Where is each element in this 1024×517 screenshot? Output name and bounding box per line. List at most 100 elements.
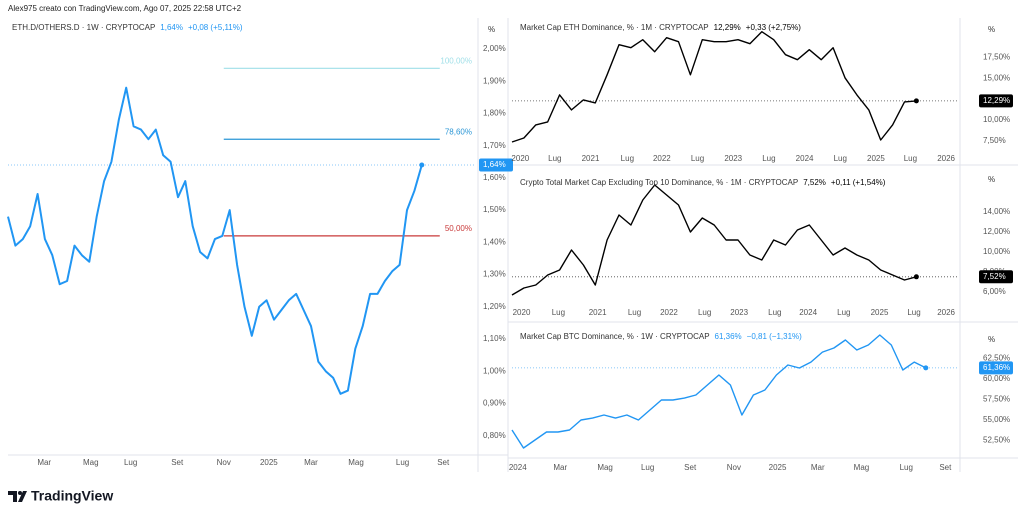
series-line <box>511 31 917 143</box>
x-tick-label: 2024 <box>796 154 814 163</box>
legend: ETH.D/OTHERS.D · 1W · CRYPTOCAP 1,64% +0,0… <box>12 23 243 32</box>
brand-logo: TradingView <box>8 488 113 504</box>
last-point <box>419 162 425 168</box>
x-tick-label: Lug <box>396 458 409 467</box>
x-tick-label: Set <box>684 463 697 472</box>
x-tick-label: 2025 <box>769 463 787 472</box>
x-tick-label: 2021 <box>582 154 600 163</box>
last-point <box>913 98 919 104</box>
price-box <box>979 361 1013 375</box>
y-tick-label: 1,30% <box>483 270 506 279</box>
brand: TradingView <box>31 488 113 504</box>
y-tick-label: 1,20% <box>483 302 506 311</box>
price-box <box>979 94 1013 108</box>
price-box <box>479 158 513 172</box>
y-tick-label: 6,00% <box>983 287 1006 296</box>
series-line <box>511 334 927 449</box>
y-tick-label: 57,50% <box>983 395 1010 404</box>
x-tick-label: Nov <box>217 458 231 467</box>
x-tick-label: 2025 <box>260 458 278 467</box>
x-tick-label: Lug <box>837 308 850 317</box>
y-tick-label: 1,60% <box>483 173 506 182</box>
x-tick-label: Lug <box>904 154 917 163</box>
y-tick-label: 52,50% <box>983 436 1010 445</box>
y-tick-label: 1,00% <box>483 366 506 375</box>
x-tick-label: 2020 <box>513 308 531 317</box>
x-tick-label: Mag <box>854 463 870 472</box>
y-tick-label: 1,80% <box>483 109 506 118</box>
x-tick-label: 2022 <box>653 154 671 163</box>
legend-value: 12,29% <box>714 23 741 32</box>
last-point <box>923 365 929 371</box>
x-tick-label: Lug <box>548 154 561 163</box>
x-tick-label: Mag <box>597 463 613 472</box>
y-tick-label: 1,40% <box>483 237 506 246</box>
y-unit: % <box>488 25 495 34</box>
y-tick-label: 0,80% <box>483 431 506 440</box>
x-tick-label: 2021 <box>589 308 607 317</box>
legend: Market Cap BTC Dominance, % · 1W · CRYPT… <box>520 332 802 341</box>
x-tick-label: 2023 <box>730 308 748 317</box>
x-tick-label: Lug <box>762 154 775 163</box>
x-tick-label: Set <box>939 463 952 472</box>
x-tick-label: Lug <box>552 308 565 317</box>
x-tick-label: Lug <box>900 463 913 472</box>
x-tick-label: Mar <box>304 458 318 467</box>
x-tick-label: 2024 <box>799 308 817 317</box>
y-tick-label: 2,00% <box>483 44 506 53</box>
legend-change: +0,33 (+2,75%) <box>746 23 801 32</box>
last-point <box>913 274 919 280</box>
legend-symbol: ETH.D/OTHERS.D · 1W · CRYPTOCAP <box>12 23 155 32</box>
x-tick-label: Lug <box>124 458 137 467</box>
legend-value: 61,36% <box>715 332 742 341</box>
x-tick-label: Lug <box>621 154 634 163</box>
legend-symbol: Crypto Total Market Cap Excluding Top 10… <box>520 178 798 187</box>
x-tick-label: Mag <box>348 458 364 467</box>
y-tick-label: 60,00% <box>983 374 1010 383</box>
price-label: 1,64% <box>483 160 506 169</box>
legend-value: 7,52% <box>803 178 826 187</box>
fib-label: 100,00% <box>440 56 472 65</box>
y-tick-label: 12,00% <box>983 227 1010 236</box>
price-label: 61,36% <box>983 363 1010 372</box>
y-tick-label: 1,90% <box>483 76 506 85</box>
price-label: 12,29% <box>983 96 1010 105</box>
y-tick-label: 10,00% <box>983 247 1010 256</box>
legend: Crypto Total Market Cap Excluding Top 10… <box>520 178 886 187</box>
legend: Market Cap ETH Dominance, % · 1M · CRYPT… <box>520 23 801 32</box>
x-tick-label: Lug <box>641 463 654 472</box>
x-tick-label: Lug <box>691 154 704 163</box>
legend-symbol: Market Cap BTC Dominance, % · 1W · CRYPT… <box>520 332 710 341</box>
y-tick-label: 15,00% <box>983 73 1010 82</box>
x-tick-label: Mar <box>553 463 567 472</box>
x-tick-label: 2026 <box>937 308 955 317</box>
x-tick-label: Nov <box>727 463 741 472</box>
x-tick-label: 2020 <box>511 154 529 163</box>
y-unit: % <box>988 335 995 344</box>
legend-symbol: Market Cap ETH Dominance, % · 1M · CRYPT… <box>520 23 709 32</box>
x-tick-label: 2026 <box>937 154 955 163</box>
legend-value: 1,64% <box>160 23 183 32</box>
y-tick-label: 14,00% <box>983 207 1010 216</box>
legend-change: −0,81 (−1,31%) <box>747 332 802 341</box>
x-tick-label: Mag <box>83 458 99 467</box>
x-tick-label: Mar <box>37 458 51 467</box>
series-line <box>7 86 423 395</box>
price-box <box>979 270 1013 284</box>
y-tick-label: 0,90% <box>483 399 506 408</box>
x-tick-label: Lug <box>768 308 781 317</box>
series-line <box>511 184 917 296</box>
y-tick-label: 1,70% <box>483 141 506 150</box>
y-tick-label: 10,00% <box>983 115 1010 124</box>
x-tick-label: 2022 <box>660 308 678 317</box>
y-tick-label: 1,10% <box>483 334 506 343</box>
price-label: 7,52% <box>983 272 1006 281</box>
y-tick-label: 7,50% <box>983 136 1006 145</box>
y-tick-label: 55,00% <box>983 415 1010 424</box>
y-tick-label: 1,50% <box>483 205 506 214</box>
x-tick-label: Lug <box>698 308 711 317</box>
x-tick-label: Mar <box>811 463 825 472</box>
y-tick-label: 62,50% <box>983 354 1010 363</box>
x-tick-label: 2025 <box>867 154 885 163</box>
